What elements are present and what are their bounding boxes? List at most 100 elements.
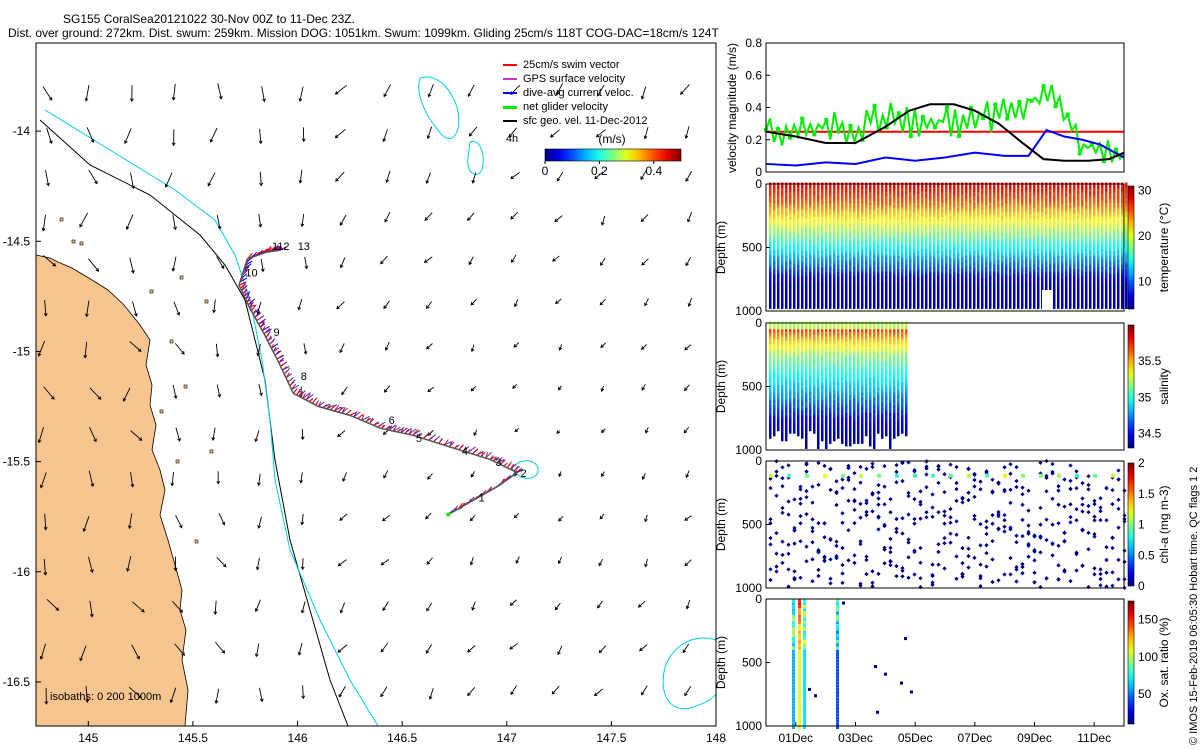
chart-title-line2: Dist. over ground: 272km. Dist. swum: 25…	[8, 26, 719, 40]
current-vector-head	[468, 132, 473, 137]
current-vector	[215, 343, 219, 357]
current-vector	[88, 470, 94, 487]
swim-vector	[285, 372, 290, 379]
current-vector-head	[470, 473, 475, 478]
current-vector-head	[644, 302, 648, 307]
colorbar-tick-label: 34.5	[1138, 427, 1162, 441]
dac-vector	[244, 260, 253, 266]
current-vector	[426, 301, 433, 309]
map-colorbar-label: (m/s)	[598, 132, 625, 146]
dac-vector	[467, 446, 476, 453]
colorbar-label: salinity	[1157, 368, 1171, 405]
net-glider-velocity-point	[884, 125, 889, 130]
swim-vector	[263, 328, 271, 335]
current-vector	[338, 559, 347, 567]
current-vector	[130, 472, 134, 487]
current-vector	[598, 558, 603, 566]
swim-vector	[273, 245, 279, 252]
current-vector	[43, 558, 46, 575]
current-vector	[427, 429, 434, 436]
current-vector-head	[382, 517, 386, 522]
profile-scatter-sal	[769, 321, 908, 449]
legend-net: net glider velocity	[523, 101, 608, 113]
current-vector-head	[217, 225, 222, 230]
current-vector	[383, 470, 389, 479]
current-vector	[424, 256, 433, 263]
net-glider-velocity-point	[1089, 142, 1094, 147]
profile-panel-frame	[765, 322, 1125, 451]
current-vector	[335, 84, 347, 95]
swim-vector	[345, 409, 352, 415]
current-vector-head	[336, 305, 340, 310]
current-vector-head	[384, 347, 389, 351]
current-vector-head	[514, 303, 518, 308]
current-vector-head	[131, 185, 135, 190]
swim-vector	[318, 401, 322, 407]
time-tick-label: 03Dec	[838, 731, 873, 745]
colorbar-tick-label: 100	[1138, 650, 1158, 664]
current-vector	[171, 471, 174, 486]
track-segment	[238, 258, 249, 286]
current-vector	[384, 211, 391, 223]
current-vector-head	[43, 526, 48, 531]
swim-vector	[499, 460, 506, 465]
net-glider-velocity-point	[969, 105, 974, 110]
swim-vector	[269, 340, 274, 345]
current-vector-head	[550, 134, 554, 138]
current-vector-head	[685, 474, 690, 479]
depth-ylabel: Depth (m)	[714, 221, 728, 274]
current-vector-head	[85, 699, 90, 703]
track-day-label: 1	[479, 492, 485, 504]
current-vector	[339, 343, 345, 353]
current-vector	[299, 86, 304, 102]
current-vector-head	[684, 692, 688, 697]
current-vector-head	[383, 93, 387, 98]
current-vector	[427, 126, 433, 139]
current-vector	[596, 129, 606, 138]
map-ytick-label: -16.5	[3, 675, 31, 689]
profile-colorbar	[1127, 600, 1135, 725]
current-vector	[44, 299, 47, 316]
current-vector-head	[43, 572, 48, 576]
current-vector-head	[299, 479, 304, 484]
swim-vector	[245, 296, 250, 300]
current-vector	[684, 685, 692, 696]
dac-vector	[496, 459, 505, 464]
current-vector	[426, 602, 433, 612]
swim-vector	[274, 350, 280, 356]
track-segment	[497, 472, 518, 487]
current-vector-head	[79, 657, 83, 662]
islet	[59, 217, 64, 222]
current-vector-head	[382, 431, 387, 435]
track-segment	[248, 307, 265, 335]
current-vector	[641, 86, 647, 100]
current-vector-head	[214, 700, 219, 704]
current-vector	[175, 427, 181, 442]
net-glider-velocity-point	[1053, 104, 1058, 109]
current-vector	[88, 258, 99, 272]
current-vector-head	[207, 182, 212, 187]
current-vector	[428, 84, 434, 97]
current-vector	[382, 514, 391, 521]
current-vector-head	[683, 429, 688, 434]
current-vector	[511, 254, 517, 263]
current-vector-head	[181, 350, 185, 355]
current-vector	[641, 344, 648, 350]
current-vector	[84, 341, 88, 358]
net-glider-velocity-point	[920, 114, 925, 119]
colorbar-label: temperature (°C)	[1157, 203, 1171, 293]
current-vector-head	[512, 385, 516, 389]
net-glider-velocity-point	[1041, 84, 1046, 89]
current-vector-head	[427, 388, 431, 392]
current-vector	[558, 516, 564, 522]
current-vector-head	[427, 476, 431, 480]
current-vector-head	[298, 98, 303, 102]
current-vector	[342, 472, 347, 482]
current-vector	[640, 169, 647, 180]
current-vector-head	[515, 560, 520, 564]
current-vector-head	[467, 217, 471, 221]
current-vector	[468, 256, 474, 265]
current-vector-head	[471, 179, 476, 184]
current-vector	[259, 128, 262, 144]
current-vector	[170, 687, 177, 703]
